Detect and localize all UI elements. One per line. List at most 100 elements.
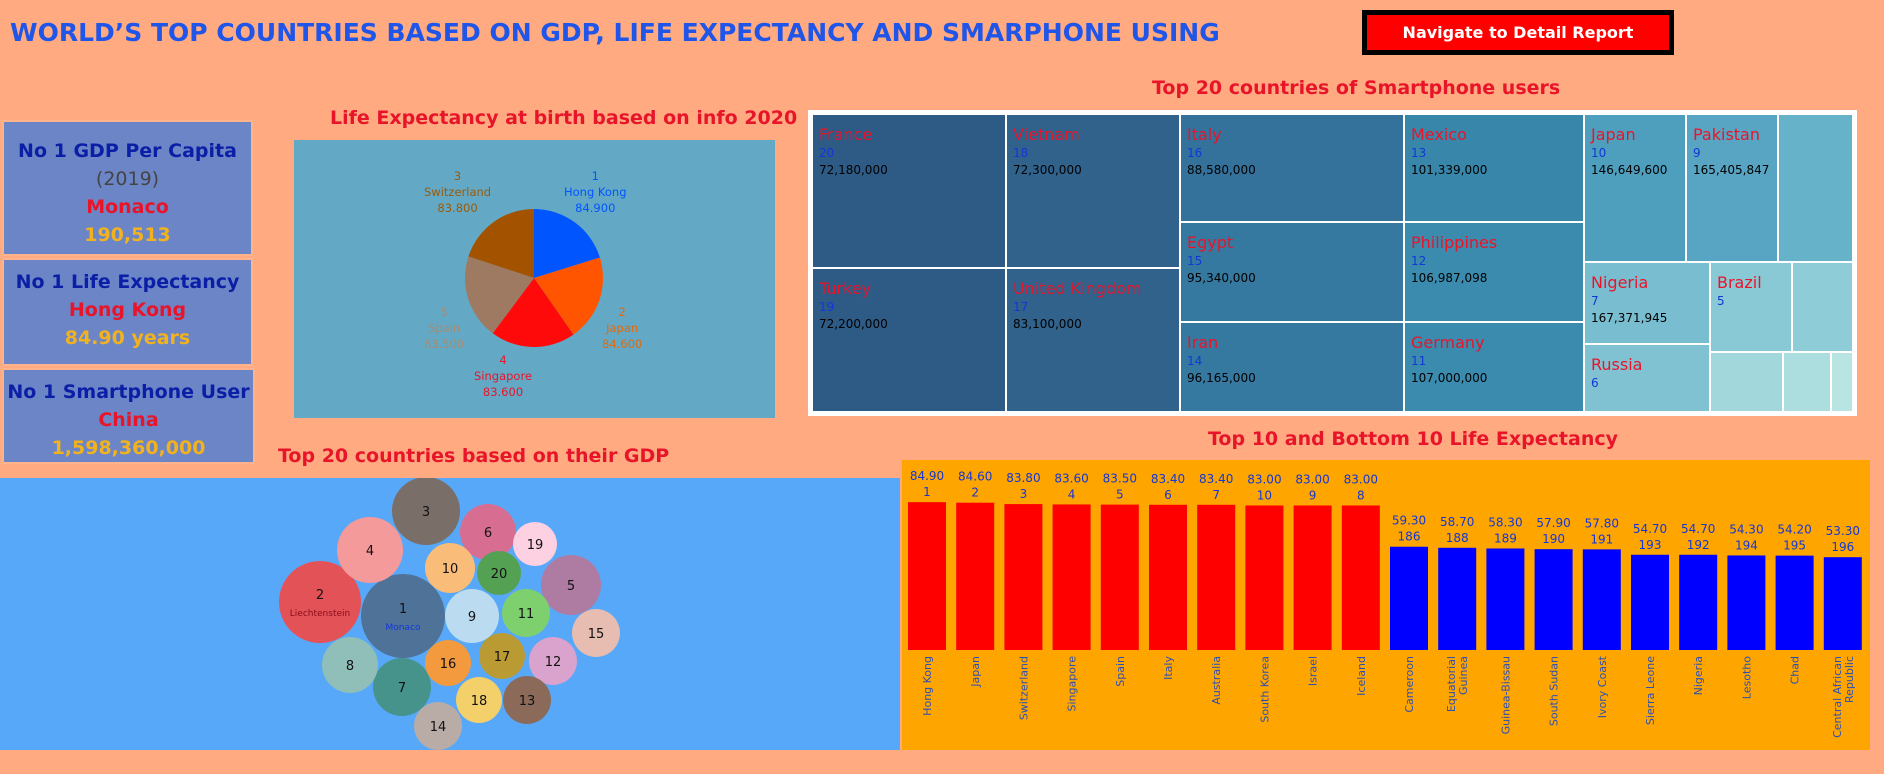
bar-rank-label: 192 <box>1687 538 1710 552</box>
bar-israel[interactable] <box>1293 505 1332 650</box>
treemap-cell-pakistan[interactable]: Pakistan 9 165,405,847 <box>1686 114 1778 262</box>
pie-slice-switzerland[interactable] <box>468 209 534 278</box>
bar-south-sudan[interactable] <box>1534 549 1573 650</box>
bubble-rank-19[interactable] <box>513 522 557 566</box>
bar-spain[interactable] <box>1100 504 1139 650</box>
treemap-cell-unlabeled-2[interactable] <box>1792 262 1853 352</box>
bubble-rank-4[interactable] <box>337 517 403 583</box>
bubble-rank-11[interactable] <box>502 589 550 637</box>
bubble-rank-15[interactable] <box>572 609 620 657</box>
bar-australia[interactable] <box>1197 504 1236 650</box>
pie-chart-panel: 1 Hong Kong 84.900 2 Japan 84.600 4 Singapore… <box>294 140 775 418</box>
bar-south-korea[interactable] <box>1245 505 1284 650</box>
treemap-cell-unlabeled-4[interactable] <box>1783 352 1831 412</box>
bottom-strip <box>0 754 1884 774</box>
bar-rank-label: 8 <box>1357 488 1365 502</box>
pie-slice-spain[interactable] <box>465 256 534 334</box>
bar-rank-label: 9 <box>1309 488 1317 502</box>
bar-rank-label: 3 <box>1020 487 1028 501</box>
pie-slice-singapore[interactable] <box>492 278 574 347</box>
treemap-cell-nigeria[interactable]: Nigeria 7 167,371,945 <box>1584 262 1710 344</box>
bar-hong-kong[interactable] <box>908 502 946 650</box>
treemap-cell-italy[interactable]: Italy 16 88,580,000 <box>1180 114 1404 222</box>
bubble-rank-2[interactable] <box>279 561 361 643</box>
bubble-rank-10[interactable] <box>425 543 475 593</box>
kpi-phone-value: 1,598,360,000 <box>51 437 206 459</box>
svg-text:South Korea: South Korea <box>1258 656 1271 723</box>
bubble-chart-title: Top 20 countries based on their GDP <box>278 445 670 467</box>
bubble-rank-8[interactable] <box>322 637 378 693</box>
bubble-rank-16[interactable] <box>425 640 471 686</box>
bar-cameroon[interactable] <box>1390 546 1428 650</box>
treemap-cell-france[interactable]: France 20 72,180,000 <box>812 114 1006 268</box>
bubble-chart-panel: 1 Monaco 2 Liechtenstein 3 4 5 6 7 8 9 10 11 12 13 14 15… <box>0 478 900 750</box>
pie-slice-japan[interactable] <box>534 257 603 335</box>
bar-italy[interactable] <box>1149 504 1187 650</box>
treemap-cell-brazil[interactable]: Brazil 5 <box>1710 262 1792 352</box>
kpi-gdp-year: (2019) <box>95 168 160 190</box>
bubble-label-18: 18 <box>471 694 488 709</box>
bar-sierra-leone[interactable] <box>1631 554 1669 650</box>
bubble-label-14: 14 <box>430 720 447 735</box>
bubble-rank-14[interactable] <box>414 702 462 750</box>
kpi-life-label: No 1 Life Expectancy <box>15 271 240 293</box>
bar-value-label: 83.40 <box>1199 472 1233 486</box>
bubble-label-15: 15 <box>588 627 605 642</box>
treemap-cell-mexico[interactable]: Mexico 13 101,339,000 <box>1404 114 1584 222</box>
pie-label-japan: 2 Japan 84.600 <box>602 305 643 351</box>
bubble-rank-20[interactable] <box>477 551 521 595</box>
pie-slice-hong-kong[interactable] <box>534 209 600 278</box>
treemap-cell-russia[interactable]: Russia 6 <box>1584 344 1710 412</box>
bar-value-label: 59.30 <box>1392 514 1426 528</box>
bar-category-label: Israel <box>1307 656 1320 686</box>
treemap-cell-philippines[interactable]: Philippines 12 106,987,098 <box>1404 222 1584 322</box>
bar-guinea-bissau[interactable] <box>1486 548 1525 650</box>
bar-ivory-coast[interactable] <box>1582 549 1621 650</box>
bubble-rank-1[interactable] <box>361 574 445 658</box>
treemap-cell-iran[interactable]: Iran 14 96,165,000 <box>1180 322 1404 412</box>
treemap-cell-united-kingdom[interactable]: United Kingdom 17 83,100,000 <box>1006 268 1180 412</box>
dashboard-title: WORLD’S TOP COUNTRIES BASED ON GDP, LIFE… <box>10 18 1220 47</box>
treemap-cell-turkey[interactable]: Turkey 19 72,200,000 <box>812 268 1006 412</box>
treemap-cell-vietnam[interactable]: Vietnam 18 72,300,000 <box>1006 114 1180 268</box>
bubble-rank-3[interactable] <box>392 478 460 545</box>
treemap-cell-unlabeled-3[interactable] <box>1710 352 1783 412</box>
bar-value-label: 83.60 <box>1054 471 1088 485</box>
svg-text:Cameroon: Cameroon <box>1403 656 1416 713</box>
bubble-rank-13[interactable] <box>503 676 551 724</box>
bar-switzerland[interactable] <box>1004 504 1043 650</box>
bar-equatorial-guinea[interactable] <box>1438 547 1477 650</box>
bar-value-label: 53.30 <box>1826 524 1860 538</box>
bubble-rank-5[interactable] <box>541 555 601 615</box>
kpi-life-card: No 1 Life Expectancy Hong Kong 84.90 yea… <box>2 258 253 366</box>
bar-iceland[interactable] <box>1341 505 1380 650</box>
bar-central-african-republic[interactable] <box>1823 557 1862 650</box>
bubble-rank-18[interactable] <box>456 677 502 723</box>
pie-chart <box>465 209 603 347</box>
bar-japan[interactable] <box>956 502 995 650</box>
bar-chart-title: Top 10 and Bottom 10 Life Expectancy <box>1208 428 1618 450</box>
navigate-detail-report-button[interactable]: Navigate to Detail Report <box>1362 10 1674 55</box>
bubble-rank-6[interactable] <box>460 504 516 560</box>
bar-category-label: South Sudan <box>1548 656 1561 726</box>
bar-value-label: 83.80 <box>1006 471 1040 485</box>
bubble-rank-9[interactable] <box>445 589 499 643</box>
bar-nigeria[interactable] <box>1679 554 1718 650</box>
bubble-rank-7[interactable] <box>373 658 431 716</box>
svg-text:Spain: Spain <box>1114 656 1127 687</box>
bar-singapore[interactable] <box>1052 504 1091 650</box>
treemap-cell-unlabeled-1[interactable] <box>1778 114 1853 262</box>
treemap-cell-japan[interactable]: Japan 10 146,649,600 <box>1584 114 1686 262</box>
bar-lesotho[interactable] <box>1727 555 1766 650</box>
treemap-cell-egypt[interactable]: Egypt 15 95,340,000 <box>1180 222 1404 322</box>
bubble-country-2: Liechtenstein <box>290 609 350 619</box>
bar-category-label: Switzerland <box>1017 656 1030 720</box>
bar-category-label: Chad <box>1789 656 1802 684</box>
treemap-cell-unlabeled-5[interactable] <box>1831 352 1853 412</box>
bubble-rank-12[interactable] <box>529 637 577 685</box>
bubble-rank-17[interactable] <box>479 633 525 679</box>
svg-text:Iceland: Iceland <box>1355 656 1368 696</box>
bubble-label-8: 8 <box>346 659 354 674</box>
treemap-cell-germany[interactable]: Germany 11 107,000,000 <box>1404 322 1584 412</box>
bar-chad[interactable] <box>1775 555 1814 650</box>
